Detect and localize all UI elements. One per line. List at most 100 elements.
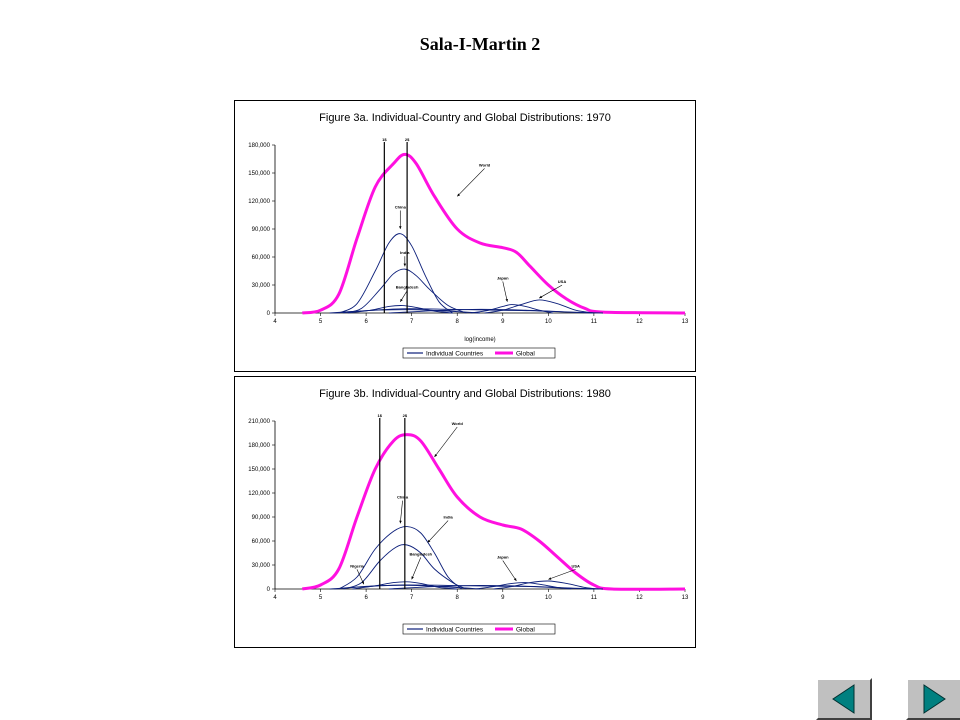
fig3a-series-japan xyxy=(470,304,553,314)
fig3a-x-tick-label: 10 xyxy=(545,319,552,325)
fig3b-annotation-arrow xyxy=(548,569,576,580)
fig3a-x-tick-label: 4 xyxy=(273,319,277,325)
fig3a-annotation-arrowhead xyxy=(505,298,509,302)
fig3b-x-tick-label: 13 xyxy=(682,595,689,601)
fig3a-legend-box xyxy=(402,347,556,359)
fig3a-x-tick-label: 5 xyxy=(319,319,323,325)
fig3a-annotation-arrow xyxy=(539,284,563,299)
fig3a-series-india xyxy=(343,268,467,314)
fig3b-annotation-arrow xyxy=(434,426,458,458)
fig3a-x-axis-label: log(income) xyxy=(464,337,495,343)
fig3b-annotation-bangladesh: Bangladesh xyxy=(409,551,432,556)
fig3a-annotation-arrow xyxy=(502,281,508,302)
fig3b-annotation-arrow xyxy=(502,560,517,582)
fig3a-annotation-japan: Japan xyxy=(497,275,509,280)
fig3b-annotation-usa: USA xyxy=(571,563,580,568)
fig3a-x-tick-label: 8 xyxy=(456,319,460,325)
figure-3b-chart: Figure 3b. Individual-Country and Global… xyxy=(248,388,689,635)
fig3b-annotation-arrowhead xyxy=(434,454,438,457)
fig3a-annotation-world: World xyxy=(479,162,491,167)
fig3b-annotation-arrowhead xyxy=(548,577,552,580)
fig3a-x-tick-label: 9 xyxy=(501,319,505,325)
previous-slide-button[interactable] xyxy=(816,678,872,720)
fig3b-poverty-line-label: 2$ xyxy=(403,413,408,418)
fig3a-annotation-arrow xyxy=(457,168,485,197)
fig3b-annotation-arrow xyxy=(399,500,403,524)
fig3a-annotation-arrowhead xyxy=(398,226,402,229)
fig3a-annotation-arrowhead xyxy=(539,295,543,299)
fig3a-y-tick-label: 120,000 xyxy=(248,199,270,205)
fig3b-y-tick-label: 0 xyxy=(267,587,271,593)
fig3a-annotation-arrowhead xyxy=(403,263,407,267)
fig3a-series-global xyxy=(302,152,686,315)
fig3b-x-tick-label: 4 xyxy=(273,595,277,601)
fig3b-y-tick-label: 210,000 xyxy=(248,419,270,425)
fig3a-y-tick-label: 30,000 xyxy=(252,283,271,289)
fig3b-series-india xyxy=(343,544,467,590)
fig3a-y-tick-label: 0 xyxy=(267,311,271,317)
fig3b-annotation-world: World xyxy=(452,421,464,426)
fig3a-series-china xyxy=(338,233,453,314)
fig3a-annotation-usa: USA xyxy=(558,279,567,284)
fig3b-annotation-china: China xyxy=(397,495,409,500)
figure-3a-panel: Figure 3a. Individual-Country and Global… xyxy=(234,100,696,372)
fig3a-annotation-india: India xyxy=(400,250,410,255)
fig3b-series-country-7 xyxy=(334,584,481,590)
fig3b-y-tick-label: 30,000 xyxy=(252,563,271,569)
fig3b-poverty-line-label: 1$ xyxy=(378,413,383,418)
fig3b-x-tick-label: 8 xyxy=(456,595,460,601)
fig3a-y-tick-label: 90,000 xyxy=(252,227,271,233)
fig3b-annotation-india: India xyxy=(443,515,453,520)
fig3b-series-global xyxy=(302,433,686,591)
fig3a-legend-label-global: Global xyxy=(516,351,535,358)
fig3b-x-tick-label: 6 xyxy=(364,595,368,601)
fig3b-title: Figure 3b. Individual-Country and Global… xyxy=(319,388,611,400)
fig3b-y-tick-label: 60,000 xyxy=(252,539,271,545)
fig3a-annotation-bangladesh: Bangladesh xyxy=(396,285,419,290)
fig3b-y-tick-label: 90,000 xyxy=(252,515,271,521)
fig3b-x-tick-label: 11 xyxy=(591,595,598,601)
fig3a-x-tick-label: 13 xyxy=(682,319,689,325)
fig3a-annotation-china: China xyxy=(395,204,407,209)
fig3b-legend-label-global: Global xyxy=(516,627,535,634)
figure-3a-chart: Figure 3a. Individual-Country and Global… xyxy=(248,112,689,359)
fig3b-series-china xyxy=(338,526,463,590)
fig3b-annotation-arrow xyxy=(356,569,365,585)
fig3b-x-tick-label: 10 xyxy=(545,595,552,601)
fig3b-annotation-arrowhead xyxy=(427,539,431,543)
fig3a-y-tick-label: 150,000 xyxy=(248,171,270,177)
fig3b-y-tick-label: 120,000 xyxy=(248,491,270,497)
fig3b-x-tick-label: 5 xyxy=(319,595,323,601)
fig3a-series-country-7 xyxy=(334,309,481,314)
fig3a-legend-label-individual: Individual Countries xyxy=(426,351,484,358)
fig3a-x-tick-label: 11 xyxy=(591,319,598,325)
fig3a-y-tick-label: 60,000 xyxy=(252,255,271,261)
fig3a-title: Figure 3a. Individual-Country and Global… xyxy=(319,112,611,124)
fig3a-x-tick-label: 6 xyxy=(364,319,368,325)
triangle-right-icon xyxy=(923,684,946,714)
fig3b-y-tick-label: 150,000 xyxy=(248,467,270,473)
next-slide-button[interactable] xyxy=(906,678,960,720)
fig3a-x-tick-label: 12 xyxy=(636,319,643,325)
fig3b-y-tick-label: 180,000 xyxy=(248,443,270,449)
figure-3b-panel: Figure 3b. Individual-Country and Global… xyxy=(234,376,696,648)
triangle-left-icon xyxy=(832,684,855,714)
fig3b-series-country-8 xyxy=(388,584,604,590)
fig3b-annotation-arrowhead xyxy=(411,576,414,580)
fig3b-x-tick-label: 9 xyxy=(501,595,505,601)
fig3b-annotation-japan: Japan xyxy=(497,555,509,560)
fig3b-annotation-nigeria: Nigeria xyxy=(350,563,364,568)
fig3a-series-country-8 xyxy=(388,308,604,314)
fig3b-x-tick-label: 12 xyxy=(636,595,643,601)
fig3b-annotation-arrow xyxy=(427,520,449,543)
fig3a-poverty-line-label: 2$ xyxy=(405,137,410,142)
fig3b-legend-label-individual: Individual Countries xyxy=(426,627,484,634)
slide-title: Sala-I-Martin 2 xyxy=(419,34,541,54)
fig3a-y-tick-label: 180,000 xyxy=(248,143,270,149)
fig3a-annotation-arrowhead xyxy=(400,298,403,302)
fig3a-annotation-arrowhead xyxy=(457,193,461,197)
fig3b-annotation-arrowhead xyxy=(399,520,402,524)
fig3a-x-tick-label: 7 xyxy=(410,319,414,325)
fig3b-annotation-arrow xyxy=(411,557,422,580)
fig3b-legend-box xyxy=(402,623,556,635)
